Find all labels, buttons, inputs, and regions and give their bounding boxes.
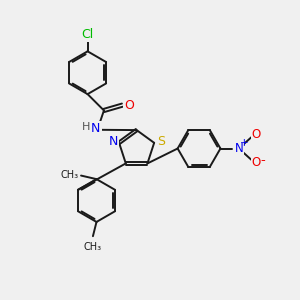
Text: +: + (240, 138, 248, 148)
Text: O: O (251, 128, 261, 141)
Text: H: H (82, 122, 90, 132)
Text: O: O (124, 99, 134, 112)
Text: N: N (235, 142, 243, 155)
Text: Cl: Cl (82, 28, 94, 41)
Text: CH₃: CH₃ (84, 242, 102, 251)
Text: -: - (260, 154, 265, 167)
Text: S: S (157, 135, 165, 148)
Text: N: N (91, 122, 101, 135)
Text: O: O (251, 156, 261, 169)
Text: N: N (109, 135, 118, 148)
Text: CH₃: CH₃ (61, 170, 79, 180)
